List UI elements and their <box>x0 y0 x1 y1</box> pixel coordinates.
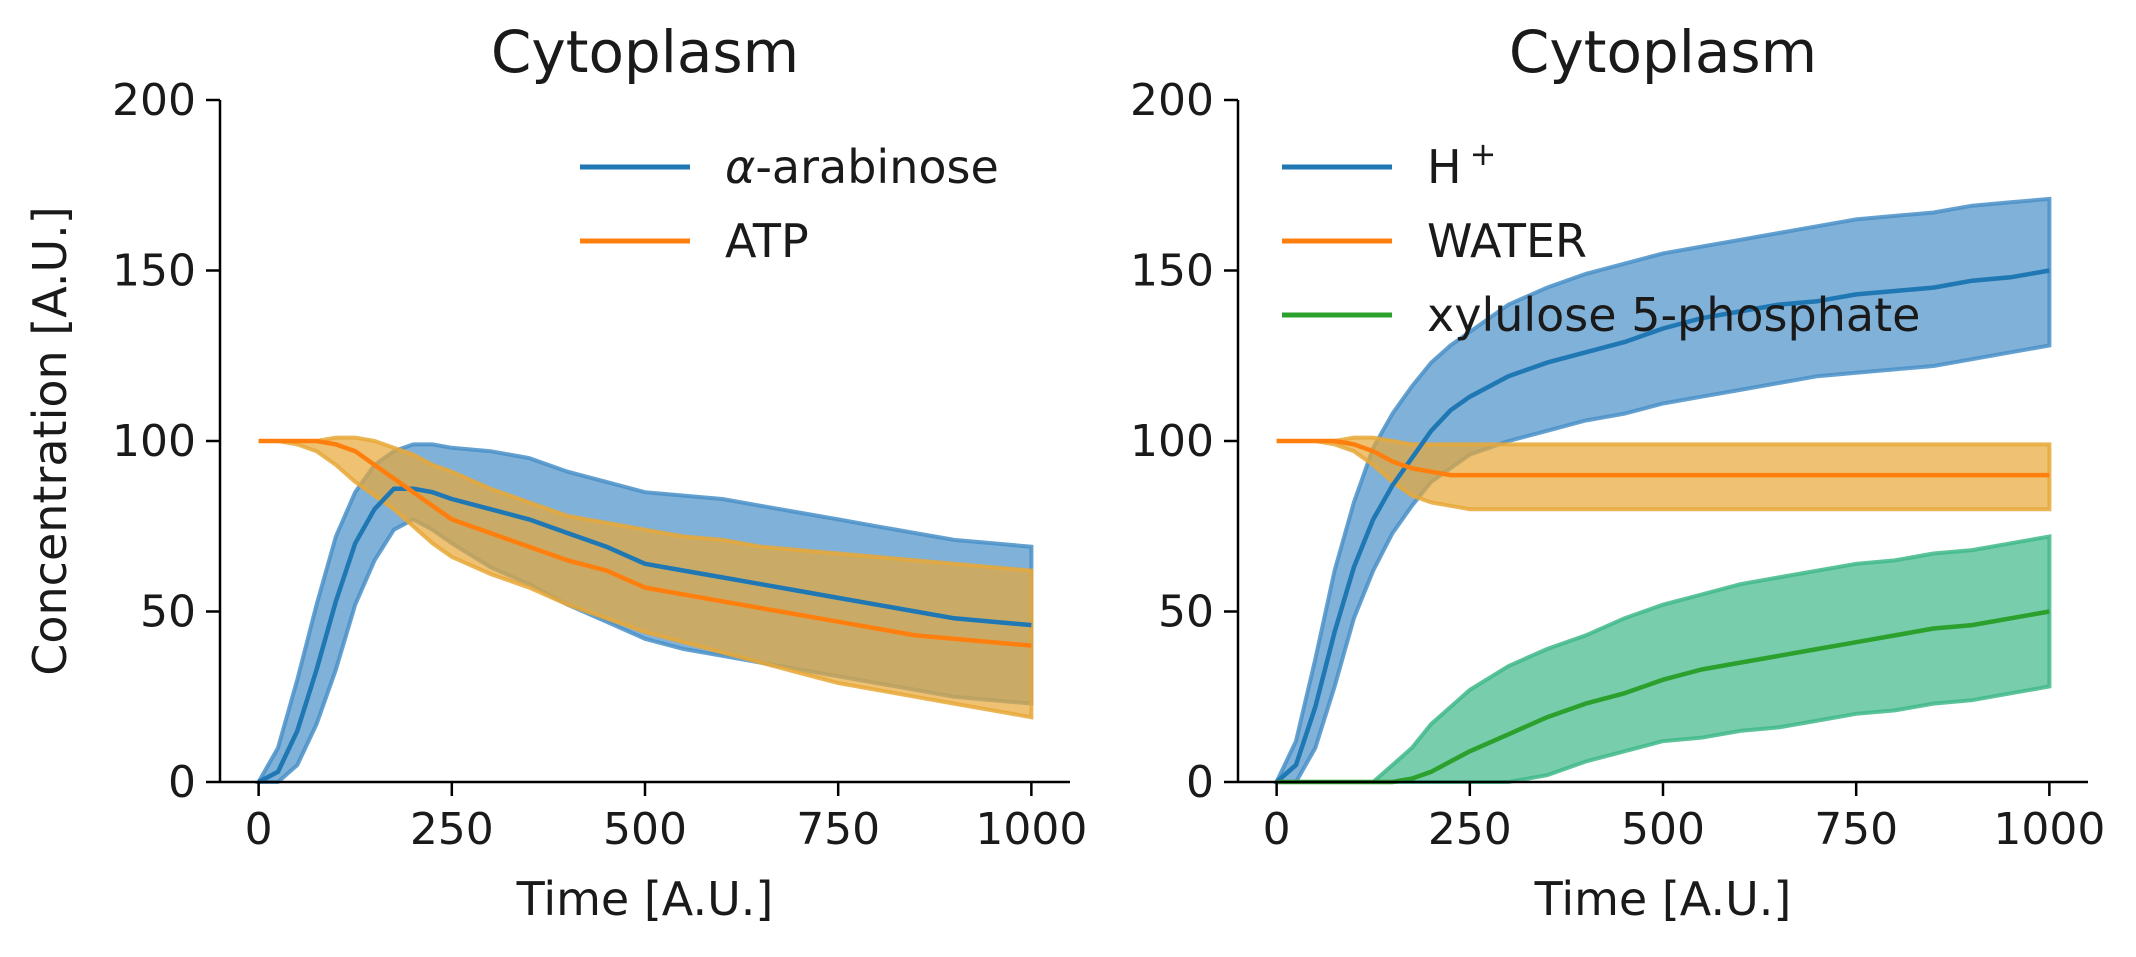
x-tick-label: 500 <box>603 804 687 855</box>
x-tick-label: 750 <box>1814 804 1898 855</box>
series-line-2 <box>1276 438 2050 478</box>
y-tick-label: 50 <box>140 587 196 638</box>
x-axis-label: Time [A.U.] <box>1534 872 1792 926</box>
y-tick-label: 50 <box>1158 587 1214 638</box>
confidence-band-2 <box>258 435 1034 720</box>
x-tick-label: 0 <box>1263 804 1291 855</box>
chart-title: Cytoplasm <box>1509 18 1817 86</box>
chart-panel-1: 0 250 500 750 1000 0 50 100 150 200 Cytoplasm Time … <box>23 18 1087 926</box>
legend-label-2: ATP <box>725 214 809 268</box>
x-tick-label: 1000 <box>1993 804 2105 855</box>
chart-panel-2: 0 250 500 750 1000 0 50 100 150 200 Cytoplasm Time … <box>1130 18 2105 926</box>
y-tick-label: 0 <box>168 757 196 808</box>
legend-label-3: xylulose 5-phosphate <box>1427 288 1920 342</box>
y-tick-label: 100 <box>112 416 196 467</box>
x-tick-label: 0 <box>245 804 273 855</box>
y-tick-label: 200 <box>112 75 196 126</box>
x-tick-label: 250 <box>1428 804 1512 855</box>
legend-label-2: WATER <box>1427 214 1587 268</box>
y-tick-label: 200 <box>1130 75 1214 126</box>
chart-title: Cytoplasm <box>491 18 799 86</box>
x-tick-label: 500 <box>1621 804 1705 855</box>
y-tick-label: 150 <box>112 246 196 297</box>
series-line-2 <box>258 438 1032 648</box>
x-axis-label: Time [A.U.] <box>516 872 774 926</box>
y-axis-label: Concentration [A.U.] <box>23 206 77 676</box>
x-tick-label: 750 <box>796 804 880 855</box>
series-line-1 <box>1275 268 2050 784</box>
y-tick-label: 100 <box>1130 416 1214 467</box>
x-tick-label: 1000 <box>975 804 1087 855</box>
confidence-band-3 <box>1276 534 2052 784</box>
x-tick-label: 250 <box>410 804 494 855</box>
y-tick-label: 0 <box>1186 757 1214 808</box>
legend-label-1: α-arabinose <box>725 140 999 194</box>
series-line-1 <box>257 486 1032 784</box>
legend-label-1: H + <box>1427 135 1496 194</box>
y-tick-label: 150 <box>1130 246 1214 297</box>
